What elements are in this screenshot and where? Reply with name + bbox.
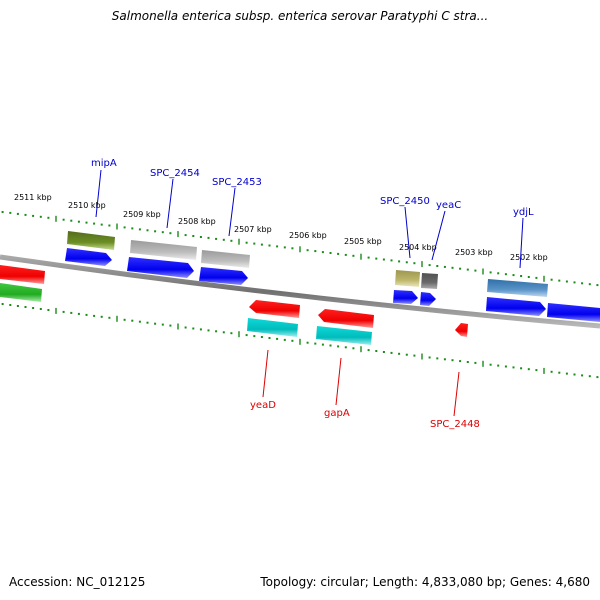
scale-label: 2510 kbp	[68, 201, 106, 210]
cds-arrow-spc-2454[interactable]	[127, 257, 194, 278]
leader-line	[335, 357, 342, 406]
scale-ticks-bottom	[1, 303, 599, 379]
gene-label-gapa[interactable]: gapA	[324, 408, 350, 419]
gene-label-spc-2454[interactable]: SPC_2454	[150, 168, 200, 179]
genome-backbone	[0, 254, 600, 329]
gene-label-spc-2448[interactable]: SPC_2448	[430, 419, 480, 430]
gene-feature-yeac[interactable]	[421, 273, 438, 289]
scale-label: 2502 kbp	[510, 253, 548, 262]
leader-line	[228, 187, 236, 237]
gene-feature-spc-2453[interactable]	[201, 250, 250, 268]
gene-arrow-yead-cyan[interactable]	[247, 318, 298, 337]
gene-arrow-spc-2448[interactable]	[455, 323, 468, 337]
gene-label-mipa[interactable]: mipA	[91, 158, 117, 169]
leader-line	[262, 349, 269, 398]
scale-label: 2505 kbp	[344, 237, 382, 246]
leader-line	[404, 206, 411, 259]
gene-arrow-edge-green[interactable]	[0, 283, 42, 302]
gene-arrow-gapa[interactable]	[318, 309, 374, 328]
gene-label-spc-2453[interactable]: SPC_2453	[212, 177, 262, 188]
topology-text: Topology: circular; Length: 4,833,080 bp…	[260, 575, 590, 589]
gene-arrow-edge-red[interactable]	[0, 265, 45, 284]
map-title: Salmonella enterica subsp. enterica sero…	[111, 9, 489, 23]
gene-label-yead[interactable]: yeaD	[250, 400, 276, 411]
gene-feature-ydjl[interactable]	[487, 279, 548, 297]
leader-line	[431, 210, 446, 261]
forward-gene-features	[65, 231, 600, 322]
cds-arrow-yeac[interactable]	[420, 292, 436, 306]
gene-label-spc-2450[interactable]: SPC_2450	[380, 196, 430, 207]
leader-line	[166, 178, 174, 229]
scale-label: 2503 kbp	[455, 248, 493, 257]
scale-ticks-top	[1, 211, 599, 287]
bottom-label-leaders	[262, 349, 460, 417]
cds-arrow-spc-2450[interactable]	[393, 290, 418, 304]
gene-label-yeac[interactable]: yeaC	[436, 200, 461, 211]
gene-feature-mipa[interactable]	[67, 231, 115, 250]
gene-feature-spc-2454[interactable]	[130, 240, 197, 260]
gene-arrow-yead[interactable]	[249, 300, 300, 318]
cds-arrow-spc-2453[interactable]	[199, 267, 248, 285]
leader-line	[519, 217, 524, 269]
leader-line	[453, 371, 460, 417]
gene-feature-spc-2450[interactable]	[395, 270, 420, 287]
top-label-leaders	[95, 169, 524, 269]
scale-label: 2508 kbp	[178, 217, 216, 226]
scale-label: 2509 kbp	[123, 210, 161, 219]
cds-arrow-edge-right[interactable]	[547, 303, 600, 322]
scale-label: 2511 kbp	[14, 193, 52, 202]
scale-label: 2507 kbp	[234, 225, 272, 234]
accession-text: Accession: NC_012125	[9, 575, 146, 589]
bottom-gene-labels: yeaD gapA SPC_2448	[250, 400, 480, 430]
top-gene-labels: mipA SPC_2454 SPC_2453 SPC_2450 yeaC ydj…	[91, 158, 534, 218]
scale-label: 2504 kbp	[399, 243, 437, 252]
reverse-gene-features	[0, 265, 468, 345]
leader-line	[95, 169, 102, 218]
gene-label-ydjl[interactable]: ydjL	[513, 207, 534, 218]
scale-labels: 2511 kbp 2510 kbp 2509 kbp 2508 kbp 2507…	[14, 193, 548, 262]
cds-arrow-mipa[interactable]	[65, 248, 112, 266]
gene-arrow-gapa-cyan[interactable]	[316, 326, 372, 345]
cds-arrow-ydjl[interactable]	[486, 297, 546, 316]
scale-label: 2506 kbp	[289, 231, 327, 240]
